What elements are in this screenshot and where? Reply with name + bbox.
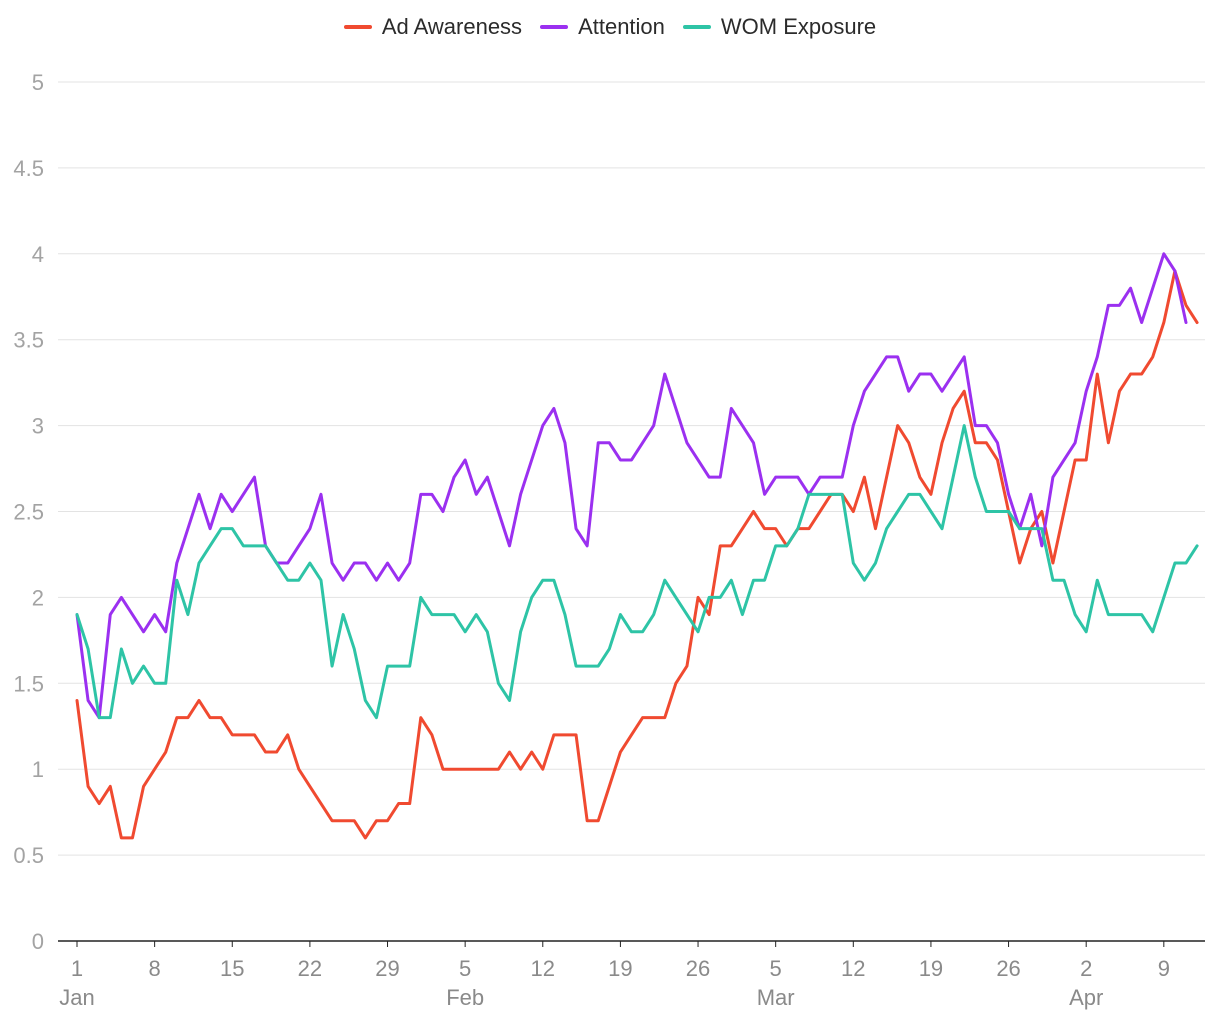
x-tick-label: 5 [770,956,782,981]
series-line-wom-exposure[interactable] [75,424,1199,720]
x-tick-label: 22 [298,956,322,981]
legend-label-wom-exposure: WOM Exposure [720,14,877,39]
y-tick-label: 0 [32,929,44,954]
x-axis: 1 Jan 8 15 22 29 5 Feb 12 19 26 5 Mar 12 19 26 2 Apr 9 [59,941,1170,1010]
y-tick-label: 4.5 [13,156,44,181]
y-tick-label: 2 [32,585,44,610]
y-tick-label: 1 [32,757,44,782]
legend-label-attention: Attention [578,14,665,39]
gridlines [58,81,1205,942]
legend-item-wom-exposure[interactable]: WOM Exposure [682,14,877,40]
legend-item-ad-awareness[interactable]: Ad Awareness [343,14,523,40]
y-tick-label: 0.5 [13,843,44,868]
x-month-label: Feb [446,985,484,1010]
x-tick-label: 12 [531,956,555,981]
y-tick-label: 3 [32,414,44,439]
chart-legend: Ad Awareness Attention WOM Exposure [0,14,1220,40]
y-tick-label: 1.5 [13,671,44,696]
x-tick-label: 12 [841,956,865,981]
x-tick-label: 26 [686,956,710,981]
legend-label-ad-awareness: Ad Awareness [381,14,523,39]
x-month-label: Jan [59,985,94,1010]
y-tick-label: 5 [32,70,44,95]
y-axis: 0 0.5 1 1.5 2 2.5 3 3.5 4 4.5 5 [13,70,44,954]
x-tick-label: 8 [149,956,161,981]
y-tick-label: 4 [32,242,44,267]
legend-swatch-wom-exposure [682,25,711,29]
x-month-label: Mar [757,985,795,1010]
y-tick-label: 3.5 [13,328,44,353]
x-month-label: Apr [1069,985,1103,1010]
series-lines [75,252,1199,840]
x-tick-label: 9 [1158,956,1170,981]
x-tick-label: 19 [919,956,943,981]
x-tick-label: 26 [996,956,1020,981]
x-tick-label: 29 [375,956,399,981]
x-tick-label: 15 [220,956,244,981]
x-tick-label: 2 [1080,956,1092,981]
x-tick-label: 1 [71,956,83,981]
legend-item-attention[interactable]: Attention [540,14,665,40]
x-tick-label: 5 [459,956,471,981]
series-line-ad-awareness[interactable] [75,269,1199,840]
legend-swatch-ad-awareness [343,25,372,29]
legend-swatch-attention [540,25,569,29]
y-tick-label: 2.5 [13,500,44,525]
x-tick-label: 19 [608,956,632,981]
series-line-attention[interactable] [75,252,1188,720]
